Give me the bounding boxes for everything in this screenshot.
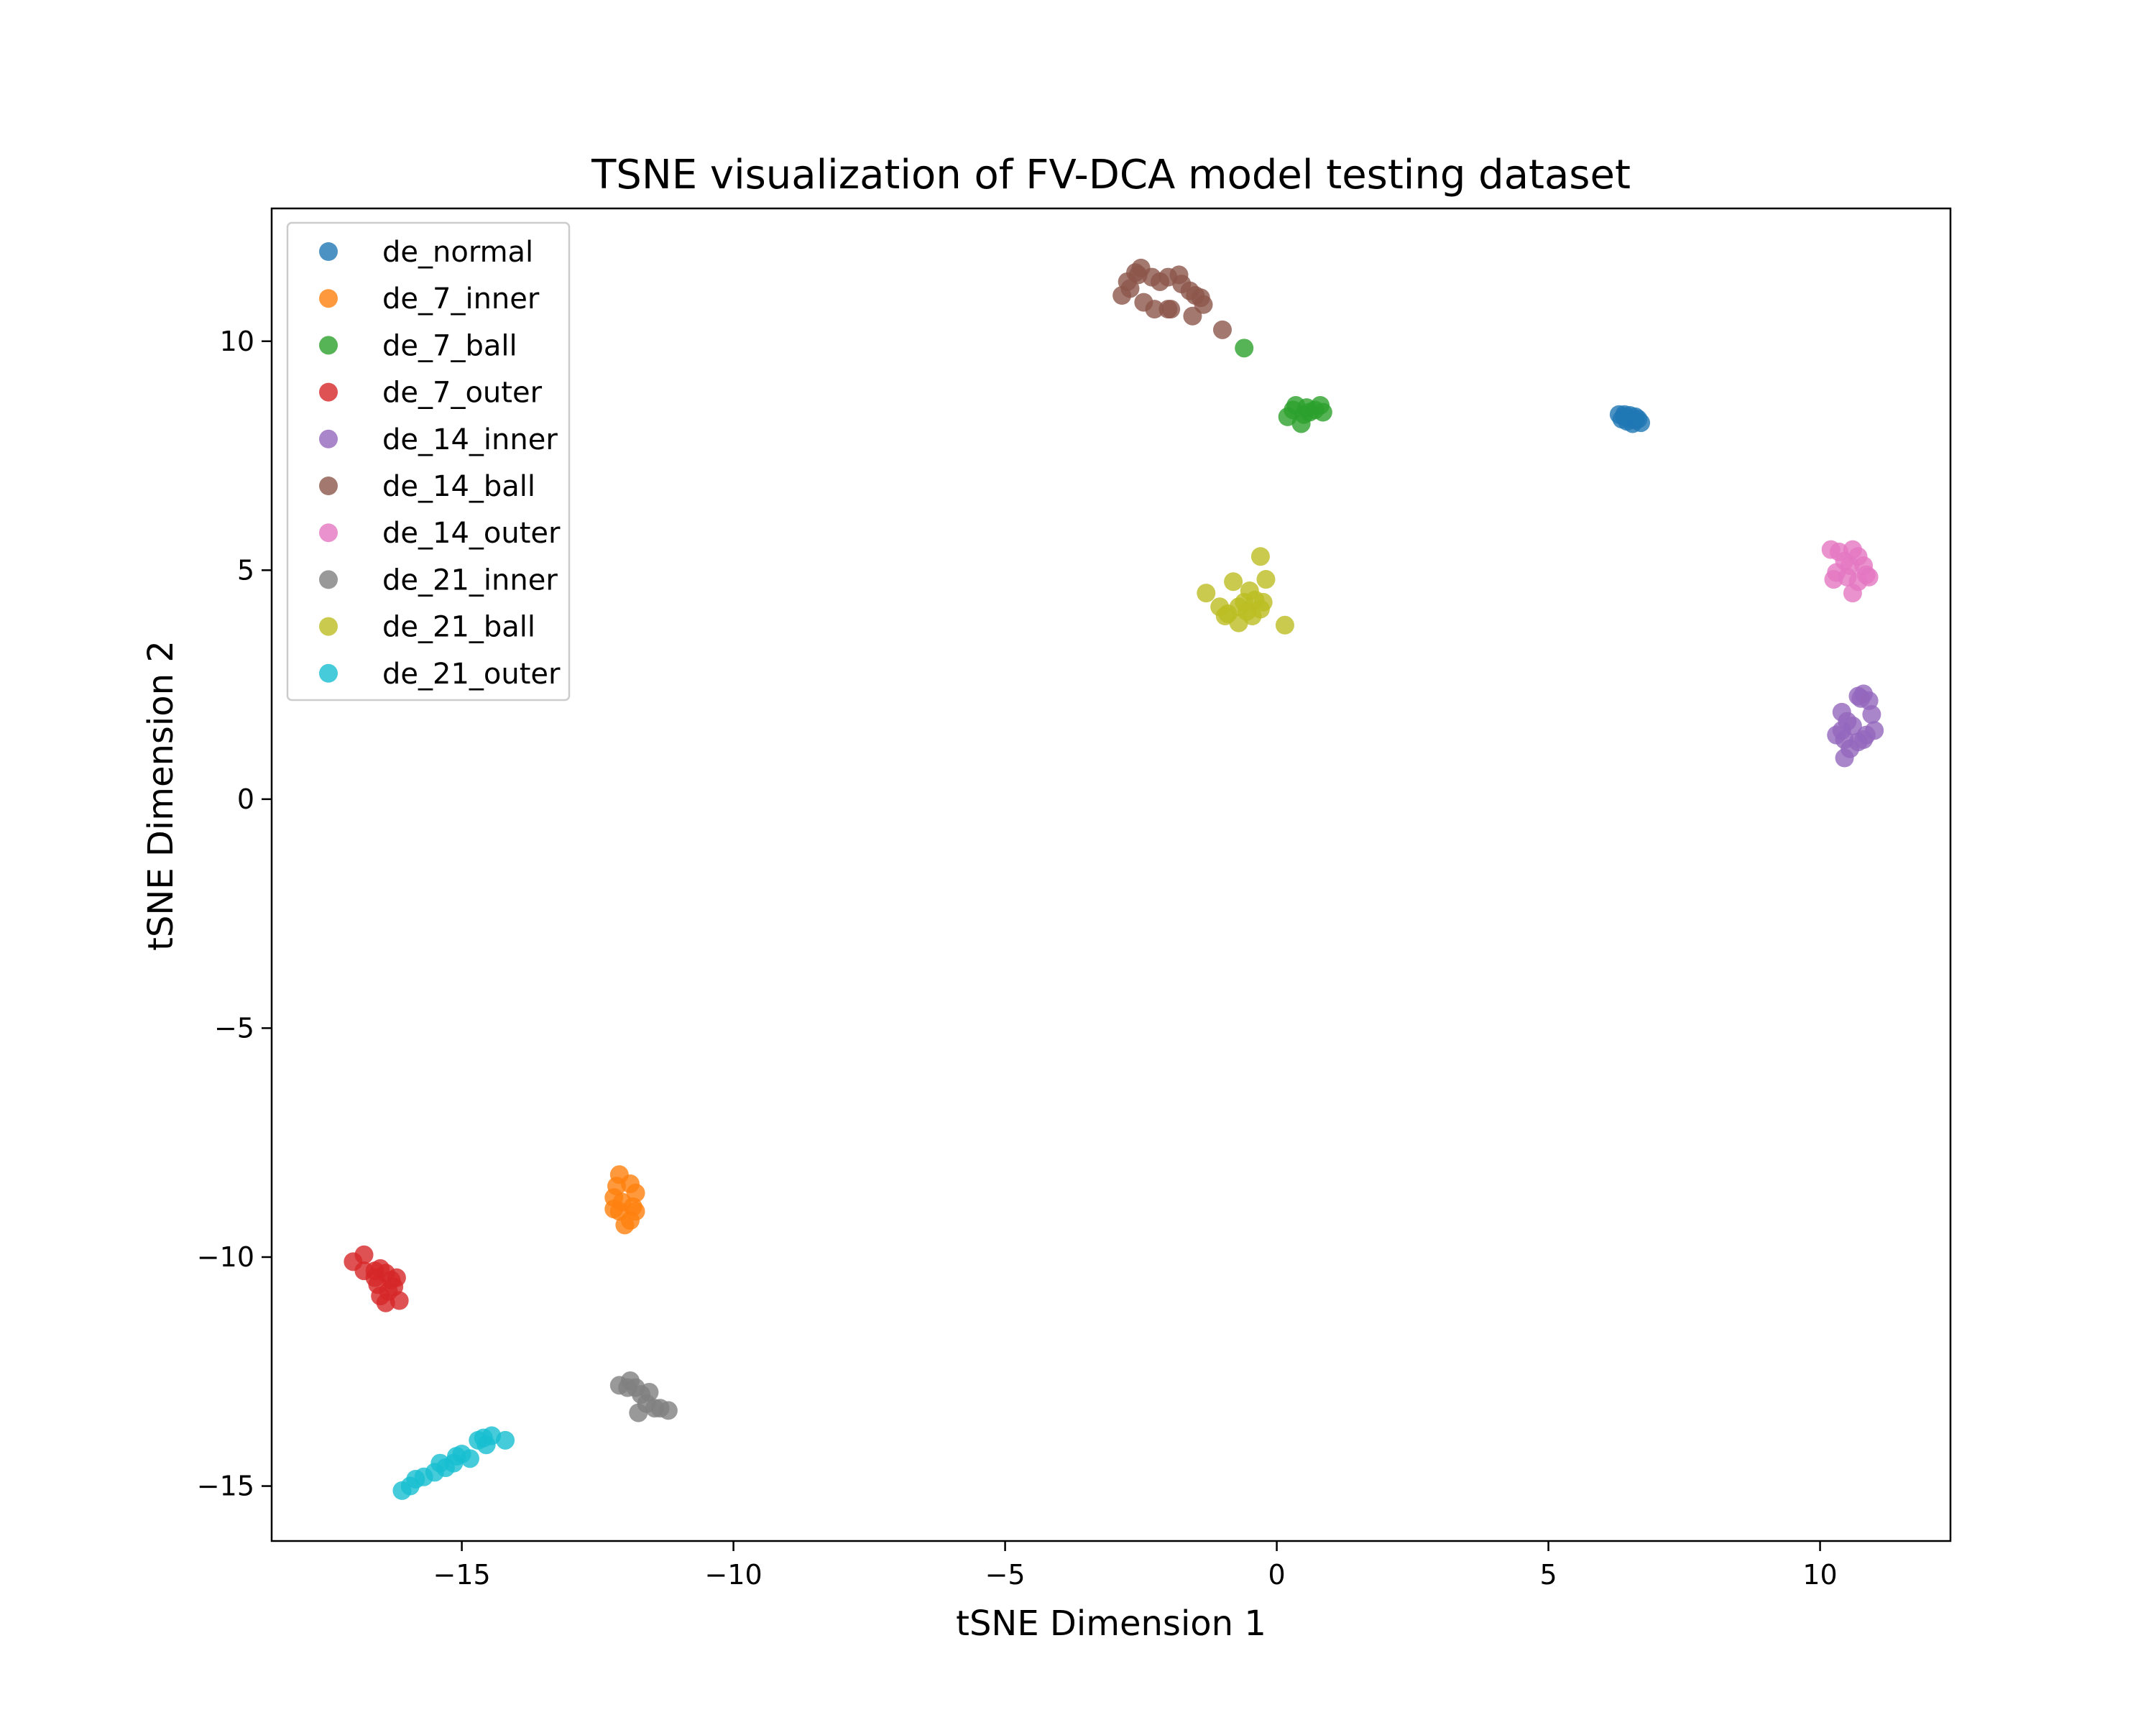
legend-items: de_normal de_7_inner de_7_ball de_7_outerde… bbox=[319, 236, 561, 691]
point-de_21_ball-11 bbox=[1250, 547, 1270, 566]
point-de_7_ball-0 bbox=[1235, 339, 1254, 358]
x-axis-ticks: −15 −10 −5 0 5 10 bbox=[433, 1541, 1838, 1591]
point-de_21_outer-13 bbox=[496, 1430, 515, 1450]
legend-label-de_21_outer: de_21_outer bbox=[382, 658, 561, 691]
point-de_14_ball-19 bbox=[1128, 265, 1148, 285]
point-de_14_inner-13 bbox=[1854, 730, 1874, 750]
points-layer bbox=[344, 258, 1884, 1500]
point-de_7_inner-7 bbox=[615, 1215, 635, 1235]
point-de_14_outer-12 bbox=[1841, 556, 1860, 575]
chart-title: TSNE visualization of FV-DCA model testi… bbox=[591, 152, 1631, 198]
legend-label-de_7_ball: de_7_ball bbox=[382, 329, 517, 362]
x-tick-label: 5 bbox=[1539, 1559, 1557, 1591]
legend-marker-de_7_inner bbox=[319, 289, 338, 308]
point-de_21_ball-16 bbox=[1237, 602, 1256, 621]
point-de_21_inner-8 bbox=[650, 1399, 670, 1418]
point-de_14_outer-8 bbox=[1843, 584, 1862, 603]
x-tick-label: 10 bbox=[1802, 1559, 1837, 1591]
legend-box bbox=[286, 221, 571, 702]
legend-label-de_14_inner: de_14_inner bbox=[382, 423, 558, 456]
point-de_14_inner-5 bbox=[1835, 748, 1854, 768]
point-de_14_ball-20 bbox=[1158, 300, 1178, 319]
point-de_7_ball-10 bbox=[1284, 400, 1303, 420]
point-de_21_ball-3 bbox=[1224, 572, 1243, 592]
y-axis-label: tSNE Dimension 2 bbox=[141, 640, 181, 951]
legend-marker-de_21_outer bbox=[319, 663, 338, 683]
point-de_14_ball-10 bbox=[1183, 306, 1202, 326]
x-tick-label: −10 bbox=[704, 1559, 762, 1591]
x-tick-label: 0 bbox=[1268, 1559, 1285, 1591]
y-tick-label: 0 bbox=[237, 783, 254, 815]
point-de_14_ball-16 bbox=[1172, 275, 1192, 294]
point-de_14_inner-9 bbox=[1862, 705, 1881, 724]
point-de_7_inner-9 bbox=[626, 1202, 645, 1221]
x-tick-label: −5 bbox=[985, 1559, 1026, 1591]
legend-marker-de_14_inner bbox=[319, 429, 338, 448]
point-de_21_inner-9 bbox=[629, 1403, 648, 1422]
point-de_normal-11 bbox=[1628, 410, 1648, 429]
point-de_7_ball-9 bbox=[1305, 400, 1325, 420]
y-tick-label: −15 bbox=[197, 1471, 254, 1502]
point-de_7_inner-8 bbox=[607, 1177, 627, 1196]
legend-label-de_21_inner: de_21_inner bbox=[382, 564, 558, 597]
y-axis-ticks: −15 −10 −5 0 5 10 bbox=[197, 326, 272, 1502]
y-tick-label: 10 bbox=[220, 326, 254, 357]
legend-marker-de_21_ball bbox=[319, 617, 338, 636]
point-de_14_ball-13 bbox=[1134, 293, 1153, 312]
point-de_14_ball-17 bbox=[1212, 320, 1232, 339]
point-de_21_ball-9 bbox=[1253, 592, 1273, 612]
point-de_14_outer-13 bbox=[1859, 567, 1879, 586]
legend-marker-de_14_outer bbox=[319, 523, 338, 543]
point-de_14_outer-11 bbox=[1824, 570, 1843, 589]
point-de_7_outer-1 bbox=[354, 1245, 374, 1264]
y-tick-label: −10 bbox=[197, 1241, 254, 1273]
legend-marker-de_normal bbox=[319, 242, 338, 261]
legend-label-de_7_inner: de_7_inner bbox=[382, 282, 540, 316]
plot-frame bbox=[270, 207, 1952, 1542]
legend-label-de_14_outer: de_14_outer bbox=[382, 517, 561, 550]
point-de_21_inner-10 bbox=[618, 1378, 637, 1397]
point-de_21_ball-15 bbox=[1218, 604, 1238, 623]
legend-marker-de_14_ball bbox=[319, 477, 338, 495]
point-de_7_ball-8 bbox=[1291, 414, 1311, 433]
point-de_21_ball-10 bbox=[1256, 570, 1276, 589]
point-de_14_inner-15 bbox=[1832, 721, 1851, 740]
point-de_21_outer-15 bbox=[474, 1428, 493, 1448]
point-de_14_ball-14 bbox=[1120, 279, 1140, 298]
point-de_14_ball-15 bbox=[1151, 272, 1170, 291]
point-de_7_outer-14 bbox=[384, 1277, 404, 1297]
legend-marker-de_7_outer bbox=[319, 382, 338, 402]
point-de_7_outer-13 bbox=[365, 1268, 384, 1287]
point-de_14_ball-18 bbox=[1191, 288, 1210, 308]
point-de_7_inner-11 bbox=[604, 1200, 624, 1219]
point-de_21_ball-0 bbox=[1197, 584, 1216, 603]
legend-marker-de_7_ball bbox=[319, 336, 338, 355]
legend-label-de_normal: de_normal bbox=[382, 236, 533, 269]
x-tick-label: −15 bbox=[433, 1559, 490, 1591]
y-tick-label: 5 bbox=[237, 554, 254, 586]
legend-label-de_21_ball: de_21_ball bbox=[382, 611, 535, 644]
legend-marker-de_21_inner bbox=[319, 570, 338, 589]
legend: de_normal de_7_inner de_7_ball de_7_outerde… bbox=[286, 221, 571, 702]
legend-label-de_7_outer: de_7_outer bbox=[382, 377, 543, 410]
point-de_21_outer-14 bbox=[447, 1447, 466, 1466]
x-axis-label: tSNE Dimension 1 bbox=[956, 1604, 1266, 1644]
point-de_21_ball-14 bbox=[1275, 615, 1294, 635]
legend-label-de_14_ball: de_14_ball bbox=[382, 470, 535, 503]
y-tick-label: −5 bbox=[214, 1012, 254, 1044]
point-de_14_inner-16 bbox=[1851, 689, 1871, 708]
